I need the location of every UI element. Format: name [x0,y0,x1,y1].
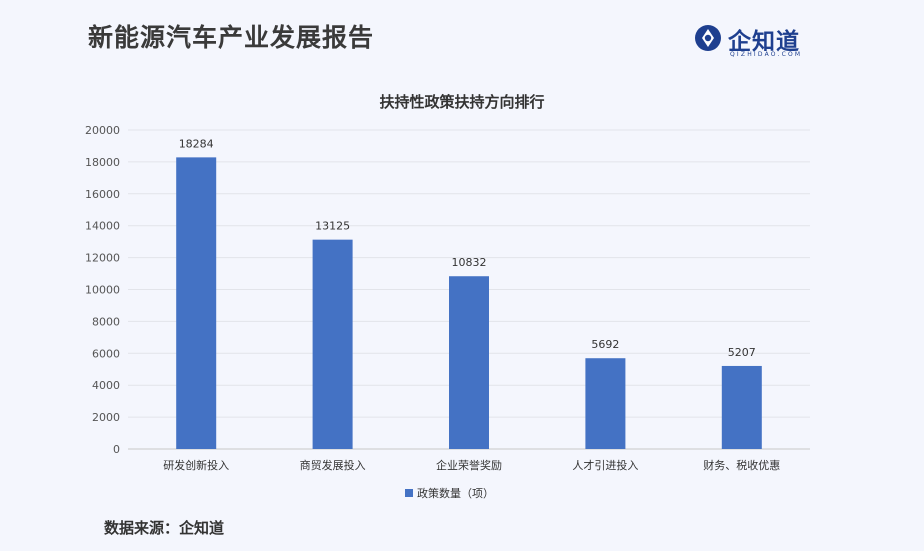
logo-subtitle: QIZHIDAO.COM [730,51,803,58]
data-label: 18284 [179,137,214,150]
y-tick-label: 12000 [85,252,120,265]
data-labels: 18284 13125 10832 5692 5207 [179,137,756,359]
data-label: 5207 [728,346,756,359]
brand-logo: 企知道 QIZHIDAO.COM [694,22,824,62]
y-tick-label: 20000 [85,124,120,137]
data-label: 5692 [591,338,619,351]
chart-title: 扶持性政策扶持方向排行 [379,93,544,111]
bars [176,157,762,449]
y-tick-label: 16000 [85,188,120,201]
bar [176,157,217,449]
data-label: 13125 [315,220,350,233]
y-tick-label: 8000 [92,315,120,328]
y-tick-label: 0 [113,443,120,456]
x-axis: 研发创新投入 商贸发展投入 企业荣誉奖励 人才引进投入 财务、税收优惠 [163,458,780,472]
bar [449,276,489,449]
y-tick-label: 6000 [92,347,120,360]
y-tick-label: 2000 [92,411,120,424]
legend-swatch [405,489,413,497]
bar-chart: 扶持性政策扶持方向排行 0 2000 4000 6000 8000 10000 12000 1… [85,93,810,500]
y-tick-label: 10000 [85,284,120,297]
x-tick-label: 商贸发展投入 [300,458,366,472]
bar [721,365,762,449]
bar [312,239,353,449]
x-tick-label: 企业荣誉奖励 [436,458,502,472]
legend-label: 政策数量（项） [417,486,494,500]
y-tick-label: 18000 [85,156,120,169]
y-axis: 0 2000 4000 6000 8000 10000 12000 14000 16000 180… [85,124,120,456]
y-tick-label: 4000 [92,379,120,392]
x-tick-label: 研发创新投入 [163,458,229,472]
qizhidao-logo-icon [695,25,721,51]
chart-container: 扶持性政策扶持方向排行 0 2000 4000 6000 8000 10000 12000 1… [0,80,924,510]
legend: 政策数量（项） [405,486,494,500]
bar [585,358,626,449]
data-label: 10832 [452,256,487,269]
report-title: 新能源汽车产业发展报告 [88,23,375,52]
x-tick-label: 人才引进投入 [572,458,638,472]
logo-name: 企知道 [728,29,800,55]
y-tick-label: 14000 [85,220,120,233]
x-tick-label: 财务、税收优惠 [703,458,780,472]
data-source: 数据来源：企知道 [104,519,225,537]
